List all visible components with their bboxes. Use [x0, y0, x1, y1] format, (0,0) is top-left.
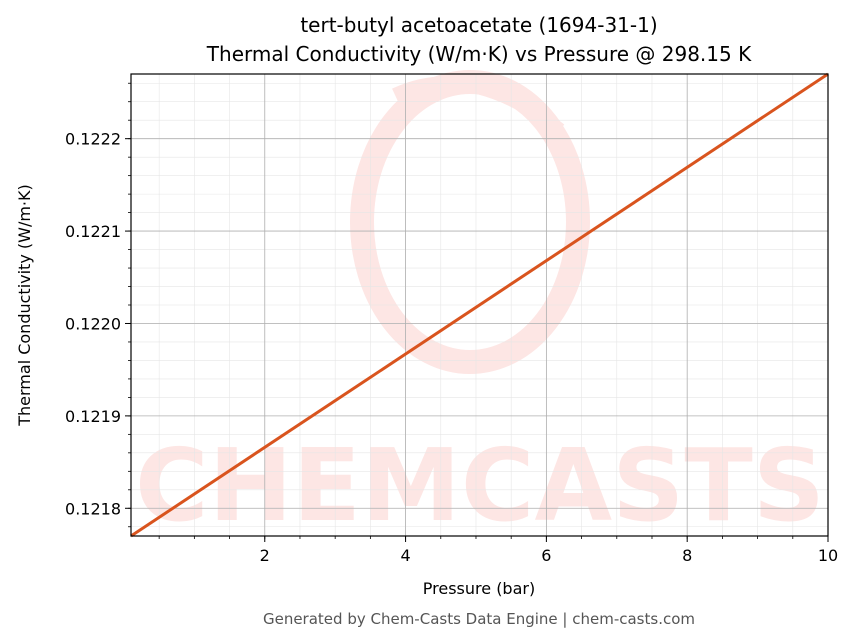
x-axis-label: Pressure (bar) — [423, 579, 535, 598]
series-line — [130, 72, 829, 538]
footer-credit: Generated by Chem-Casts Data Engine | ch… — [263, 610, 695, 628]
y-tick-label: 0.1218 — [65, 499, 121, 518]
y-tick-label: 0.1219 — [65, 407, 121, 426]
x-tick-label: 2 — [260, 546, 270, 565]
watermark-text: CHEMCASTS — [135, 427, 825, 544]
y-axis-ticks: 0.1218 0.1219 0.1220 0.1221 0.1222 — [65, 82, 131, 528]
x-tick-label: 10 — [818, 546, 838, 565]
series-layer — [130, 72, 829, 538]
x-tick-label: 6 — [541, 546, 551, 565]
y-axis-label: Thermal Conductivity (W/m·K) — [15, 184, 34, 427]
x-axis-ticks: 2 4 6 8 10 — [158, 536, 838, 565]
watermark-logo: CHEMCASTS — [135, 70, 825, 544]
x-tick-label: 8 — [682, 546, 692, 565]
x-tick-label: 4 — [400, 546, 410, 565]
y-tick-label: 0.1222 — [65, 130, 121, 149]
chart-subtitle: Thermal Conductivity (W/m·K) vs Pressure… — [206, 42, 752, 66]
chart-title: tert-butyl acetoacetate (1694-31-1) — [300, 13, 657, 37]
y-tick-label: 0.1220 — [65, 314, 121, 333]
y-tick-label: 0.1221 — [65, 222, 121, 241]
